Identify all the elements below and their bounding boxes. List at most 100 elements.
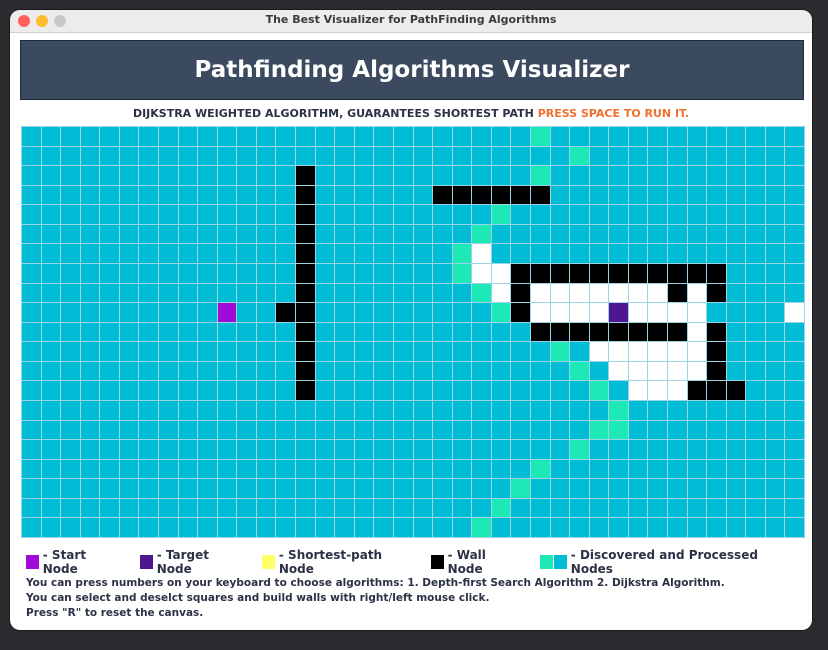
grid-cell-processed-node[interactable] (237, 283, 256, 303)
grid-cell-wall-node[interactable] (296, 342, 315, 361)
grid-cell-wall-node[interactable] (628, 263, 648, 283)
grid-cell-processed-node[interactable] (530, 361, 550, 381)
grid-cell-processed-node[interactable] (119, 166, 139, 185)
grid-cell-processed-node[interactable] (491, 459, 511, 479)
grid-cell-processed-node[interactable] (452, 127, 472, 146)
grid-cell-processed-node[interactable] (315, 263, 335, 283)
grid-cell-processed-node[interactable] (100, 283, 119, 303)
grid-cell-processed-node[interactable] (726, 303, 746, 322)
grid-cell-processed-node[interactable] (22, 303, 41, 322)
grid-cell-processed-node[interactable] (256, 518, 276, 537)
grid-cell-empty-node[interactable] (687, 361, 707, 381)
grid-cell-processed-node[interactable] (667, 479, 687, 498)
grid-cell-empty-node[interactable] (648, 381, 667, 400)
grid-cell-processed-node[interactable] (589, 361, 609, 381)
grid-cell-processed-node[interactable] (393, 283, 413, 303)
grid-cell-processed-node[interactable] (413, 381, 433, 400)
grid-cell-empty-node[interactable] (570, 303, 589, 322)
grid-cell-processed-node[interactable] (41, 224, 61, 244)
grid-cell-discovered-node[interactable] (609, 400, 628, 420)
grid-cell-processed-node[interactable] (707, 127, 726, 146)
grid-cell-wall-node[interactable] (296, 361, 315, 381)
grid-cell-processed-node[interactable] (198, 263, 217, 283)
grid-cell-processed-node[interactable] (178, 361, 198, 381)
grid-cell-processed-node[interactable] (433, 518, 452, 537)
grid-cell-processed-node[interactable] (433, 127, 452, 146)
grid-cell-processed-node[interactable] (746, 440, 765, 459)
grid-cell-discovered-node[interactable] (452, 263, 472, 283)
grid-cell-processed-node[interactable] (726, 127, 746, 146)
grid-cell-processed-node[interactable] (237, 322, 256, 342)
grid-cell-processed-node[interactable] (139, 303, 159, 322)
grid-cell-processed-node[interactable] (511, 518, 530, 537)
grid-cell-processed-node[interactable] (550, 127, 570, 146)
grid-cell-processed-node[interactable] (726, 283, 746, 303)
grid-cell-processed-node[interactable] (765, 127, 785, 146)
grid-cell-processed-node[interactable] (707, 166, 726, 185)
grid-cell-processed-node[interactable] (589, 205, 609, 224)
grid-cell-processed-node[interactable] (276, 420, 296, 440)
grid-cell-empty-node[interactable] (628, 361, 648, 381)
grid-cell-discovered-node[interactable] (550, 342, 570, 361)
grid-cell-processed-node[interactable] (746, 244, 765, 263)
grid-cell-processed-node[interactable] (41, 146, 61, 166)
grid-cell-processed-node[interactable] (452, 322, 472, 342)
grid-cell-discovered-node[interactable] (609, 420, 628, 440)
grid-cell-wall-node[interactable] (296, 224, 315, 244)
grid-cell-processed-node[interactable] (393, 420, 413, 440)
grid-cell-processed-node[interactable] (41, 400, 61, 420)
grid-cell-processed-node[interactable] (648, 440, 667, 459)
grid-cell-processed-node[interactable] (41, 283, 61, 303)
grid-cell-processed-node[interactable] (217, 166, 237, 185)
grid-cell-processed-node[interactable] (22, 518, 41, 537)
grid-cell-processed-node[interactable] (667, 498, 687, 518)
grid-cell-processed-node[interactable] (296, 479, 315, 498)
grid-cell-processed-node[interactable] (276, 342, 296, 361)
grid-cell-processed-node[interactable] (61, 283, 80, 303)
grid-cell-wall-node[interactable] (511, 283, 530, 303)
grid-cell-processed-node[interactable] (726, 263, 746, 283)
grid-cell-processed-node[interactable] (687, 400, 707, 420)
grid-cell-processed-node[interactable] (256, 146, 276, 166)
grid-cell-processed-node[interactable] (550, 146, 570, 166)
grid-cell-processed-node[interactable] (276, 224, 296, 244)
grid-cell-processed-node[interactable] (472, 146, 491, 166)
grid-cell-processed-node[interactable] (393, 244, 413, 263)
grid-cell-processed-node[interactable] (609, 224, 628, 244)
grid-cell-processed-node[interactable] (41, 518, 61, 537)
grid-cell-processed-node[interactable] (296, 400, 315, 420)
grid-cell-processed-node[interactable] (687, 244, 707, 263)
grid-cell-processed-node[interactable] (315, 185, 335, 205)
grid-cell-processed-node[interactable] (296, 518, 315, 537)
grid-cell-processed-node[interactable] (335, 342, 354, 361)
grid-cell-processed-node[interactable] (667, 166, 687, 185)
grid-cell-processed-node[interactable] (765, 322, 785, 342)
grid-cell-processed-node[interactable] (452, 400, 472, 420)
grid-cell-processed-node[interactable] (413, 244, 433, 263)
grid-cell-processed-node[interactable] (530, 479, 550, 498)
grid-cell-processed-node[interactable] (472, 166, 491, 185)
grid-cell-empty-node[interactable] (550, 283, 570, 303)
grid-cell-processed-node[interactable] (354, 224, 374, 244)
grid-cell-processed-node[interactable] (726, 166, 746, 185)
grid-cell-processed-node[interactable] (119, 342, 139, 361)
grid-cell-processed-node[interactable] (746, 263, 765, 283)
grid-cell-processed-node[interactable] (198, 400, 217, 420)
grid-cell-processed-node[interactable] (628, 420, 648, 440)
grid-cell-processed-node[interactable] (785, 479, 804, 498)
grid-cell-processed-node[interactable] (413, 342, 433, 361)
grid-cell-wall-node[interactable] (530, 185, 550, 205)
grid-cell-processed-node[interactable] (119, 440, 139, 459)
grid-cell-processed-node[interactable] (41, 381, 61, 400)
grid-cell-processed-node[interactable] (237, 440, 256, 459)
grid-cell-processed-node[interactable] (628, 498, 648, 518)
grid-cell-processed-node[interactable] (433, 283, 452, 303)
grid-cell-processed-node[interactable] (550, 361, 570, 381)
grid-cell-processed-node[interactable] (276, 146, 296, 166)
grid-cell-processed-node[interactable] (217, 322, 237, 342)
grid-cell-processed-node[interactable] (100, 244, 119, 263)
grid-cell-processed-node[interactable] (667, 420, 687, 440)
grid-cell-processed-node[interactable] (139, 479, 159, 498)
grid-cell-processed-node[interactable] (746, 361, 765, 381)
grid-cell-processed-node[interactable] (472, 127, 491, 146)
